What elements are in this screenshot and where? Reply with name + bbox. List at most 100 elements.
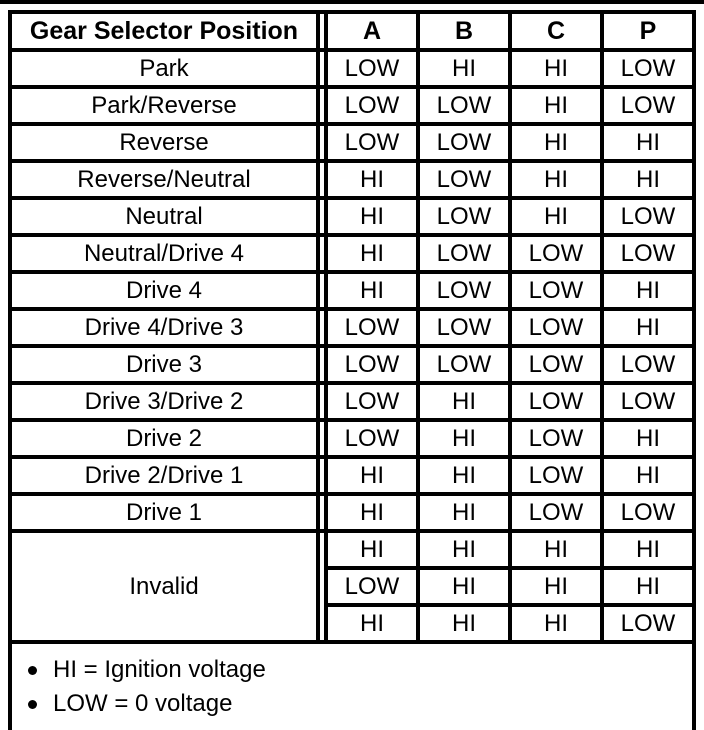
value-cell: HI (416, 603, 512, 644)
value-cell: LOW (416, 270, 512, 311)
column-gap (318, 455, 326, 496)
table-row: Neutral/Drive 4 HI LOW LOW LOW (8, 233, 696, 274)
value-cell: HI (600, 455, 696, 496)
table-row-invalid: Invalid HI HI HI HI (8, 529, 696, 644)
value-cell: LOW (416, 233, 512, 274)
position-cell: Drive 4/Drive 3 (8, 307, 320, 348)
value-cell: HI (416, 566, 512, 607)
footnote-text: LOW = 0 voltage (53, 690, 233, 717)
column-header-p: P (600, 10, 696, 52)
position-cell: Park (8, 48, 320, 89)
value-cell: HI (600, 270, 696, 311)
value-cell: HI (508, 529, 604, 570)
value-cell: HI (324, 492, 420, 533)
value-cell: LOW (324, 418, 420, 459)
footnote-row: HI = Ignition voltage LOW = 0 voltage (8, 640, 696, 730)
value-cell: LOW (508, 492, 604, 533)
value-cell: LOW (416, 159, 512, 200)
value-cell: LOW (508, 381, 604, 422)
value-cell: HI (508, 196, 604, 237)
column-header-a: A (324, 10, 420, 52)
value-cell: LOW (508, 455, 604, 496)
value-cell: LOW (508, 307, 604, 348)
table-row: Drive 3 LOW LOW LOW LOW (8, 344, 696, 385)
value-cell: HI (600, 307, 696, 348)
value-cell: LOW (508, 270, 604, 311)
table-row: Reverse/Neutral HI LOW HI HI (8, 159, 696, 200)
value-cell: LOW (600, 85, 696, 126)
value-cell: HI (508, 122, 604, 163)
table-row: Park/Reverse LOW LOW HI LOW (8, 85, 696, 126)
table-row: Drive 4 HI LOW LOW HI (8, 270, 696, 311)
value-cell: HI (324, 159, 420, 200)
position-cell: Drive 2 (8, 418, 320, 459)
value-cell: LOW (324, 344, 420, 385)
value-cell: LOW (600, 196, 696, 237)
column-gap (318, 122, 326, 163)
value-cell: LOW (600, 492, 696, 533)
position-cell: Reverse/Neutral (8, 159, 320, 200)
value-cell: HI (416, 381, 512, 422)
position-cell: Drive 4 (8, 270, 320, 311)
value-cell: HI (324, 603, 420, 644)
table-row: Drive 2/Drive 1 HI HI LOW HI (8, 455, 696, 496)
column-header-c: C (508, 10, 604, 52)
value-cell: HI (416, 492, 512, 533)
value-cell: HI (508, 603, 604, 644)
value-cell: LOW (600, 344, 696, 385)
position-cell: Neutral (8, 196, 320, 237)
value-cell: HI (324, 196, 420, 237)
value-cell: LOW (416, 196, 512, 237)
value-cell: HI (416, 48, 512, 89)
table-row: Neutral HI LOW HI LOW (8, 196, 696, 237)
value-cell: LOW (508, 233, 604, 274)
value-cell: LOW (416, 85, 512, 126)
position-cell: Park/Reverse (8, 85, 320, 126)
table-row: Drive 2 LOW HI LOW HI (8, 418, 696, 459)
position-cell: Reverse (8, 122, 320, 163)
bullet-icon (28, 665, 37, 675)
bullet-icon (28, 699, 37, 709)
table-row: Drive 3/Drive 2 LOW HI LOW LOW (8, 381, 696, 422)
footnote-text: HI = Ignition voltage (53, 656, 266, 683)
value-cell: LOW (600, 381, 696, 422)
value-cell: HI (600, 566, 696, 607)
column-gap (318, 196, 326, 237)
value-cell: HI (600, 418, 696, 459)
value-cell: LOW (508, 344, 604, 385)
value-cell: LOW (324, 381, 420, 422)
value-cell: LOW (600, 48, 696, 89)
column-gap (318, 270, 326, 311)
table-row-invalid: LOW HI HI HI (10, 566, 696, 607)
value-cell: HI (600, 529, 696, 570)
header-row: Gear Selector Position A B C P (8, 10, 696, 52)
column-gap (318, 307, 326, 348)
value-cell: HI (324, 529, 420, 570)
column-gap (318, 159, 326, 200)
table-row: Drive 4/Drive 3 LOW LOW LOW HI (8, 307, 696, 348)
footnote-line: HI = Ignition voltage (28, 656, 690, 684)
scan-artifact-line (0, 0, 704, 4)
value-cell: LOW (508, 418, 604, 459)
column-gap (318, 85, 326, 126)
position-cell-invalid: Invalid (8, 529, 320, 644)
value-cell: LOW (600, 233, 696, 274)
value-cell: LOW (324, 122, 420, 163)
position-cell: Drive 2/Drive 1 (8, 455, 320, 496)
column-header-b: B (416, 10, 512, 52)
column-gap (318, 344, 326, 385)
value-cell: HI (508, 566, 604, 607)
value-cell: HI (508, 85, 604, 126)
value-cell: HI (600, 122, 696, 163)
column-gap (318, 381, 326, 422)
column-gap (318, 48, 326, 89)
footnote-line: LOW = 0 voltage (28, 690, 690, 718)
value-cell: LOW (416, 122, 512, 163)
table-row: Park LOW HI HI LOW (8, 48, 696, 89)
value-cell: HI (324, 455, 420, 496)
gear-selector-voltage-table: Gear Selector Position A B C P Park LOW … (8, 10, 696, 730)
column-gap (318, 492, 326, 533)
value-cell: HI (508, 159, 604, 200)
value-cell: LOW (600, 603, 696, 644)
